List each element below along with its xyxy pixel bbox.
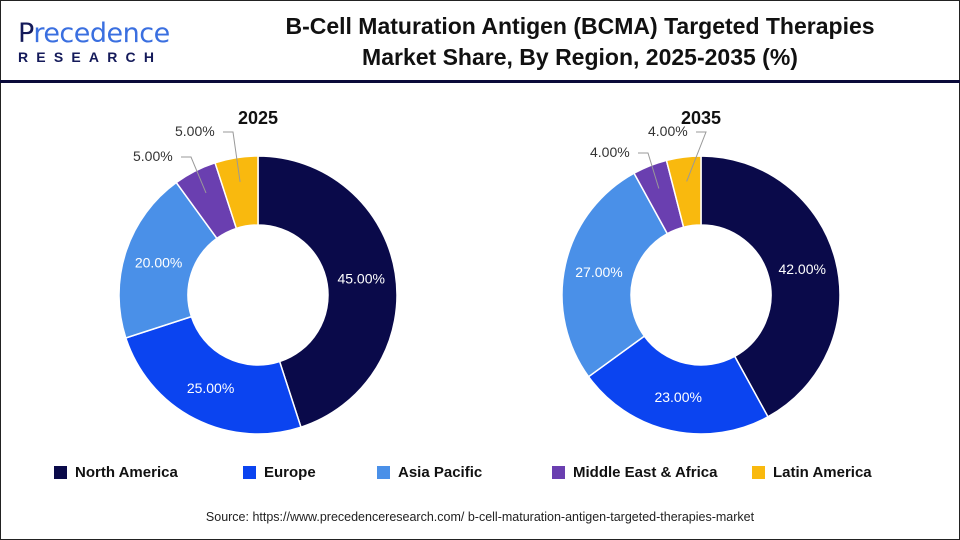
legend-label: Latin America xyxy=(773,464,872,481)
legend-swatch xyxy=(552,466,565,479)
title-line-1: B-Cell Maturation Antigen (BCMA) Targete… xyxy=(285,13,875,39)
donut-title-2025: 2025 xyxy=(238,108,278,128)
slice-data-label: 5.00% xyxy=(175,123,215,139)
leader-line xyxy=(181,156,207,194)
donut-slice-north-america xyxy=(700,155,841,418)
legend-swatch xyxy=(377,466,390,479)
slice-data-label: 45.00% xyxy=(337,271,384,287)
leader-line xyxy=(686,131,707,182)
title-line-2: Market Share, By Region, 2025-2035 (%) xyxy=(362,44,798,70)
source-note: Source: https://www.precedenceresearch.c… xyxy=(205,510,755,524)
donut-slice-europe xyxy=(124,315,302,435)
donut-slice-europe xyxy=(587,335,769,435)
slice-data-label: 4.00% xyxy=(590,144,630,160)
legend-label: Middle East & Africa xyxy=(573,464,718,481)
logo-initial: P xyxy=(18,18,34,49)
slice-data-label: 4.00% xyxy=(648,123,688,139)
leader-line xyxy=(223,131,241,182)
donut-slice-latin-america xyxy=(665,155,702,229)
legend-label: Asia Pacific xyxy=(398,464,483,481)
header-divider xyxy=(0,80,960,83)
legend-label: North America xyxy=(75,464,178,481)
legend-swatch xyxy=(54,466,67,479)
legend-label: Europe xyxy=(264,464,316,481)
legend-swatch xyxy=(243,466,256,479)
donut-slice-latin-america xyxy=(214,155,259,230)
legend-item-middle-east-africa: Middle East & Africa xyxy=(552,464,717,481)
donut-title-2035: 2035 xyxy=(681,108,721,128)
donut-slice-asia-pacific xyxy=(118,181,218,339)
legend-item-europe: Europe xyxy=(243,464,316,481)
logo-subtitle: RESEARCH xyxy=(18,49,163,65)
slice-data-label: 25.00% xyxy=(187,380,234,396)
donut-slice-asia-pacific xyxy=(561,172,669,378)
logo: Precedence RESEARCH xyxy=(18,18,170,66)
legend-item-north-america: North America xyxy=(54,464,178,481)
legend-swatch xyxy=(752,466,765,479)
slice-data-label: 23.00% xyxy=(654,389,701,405)
logo-word: recedence xyxy=(33,18,170,49)
leader-line xyxy=(638,152,660,189)
slice-data-label: 20.00% xyxy=(135,255,182,271)
slice-data-label: 5.00% xyxy=(133,148,173,164)
chart-title: B-Cell Maturation Antigen (BCMA) Targete… xyxy=(200,11,960,73)
legend-item-asia-pacific: Asia Pacific xyxy=(377,464,482,481)
slice-data-label: 42.00% xyxy=(778,261,825,277)
legend-item-latin-america: Latin America xyxy=(752,464,872,481)
slice-data-label: 27.00% xyxy=(575,264,622,280)
donut-slice-north-america xyxy=(257,155,398,429)
